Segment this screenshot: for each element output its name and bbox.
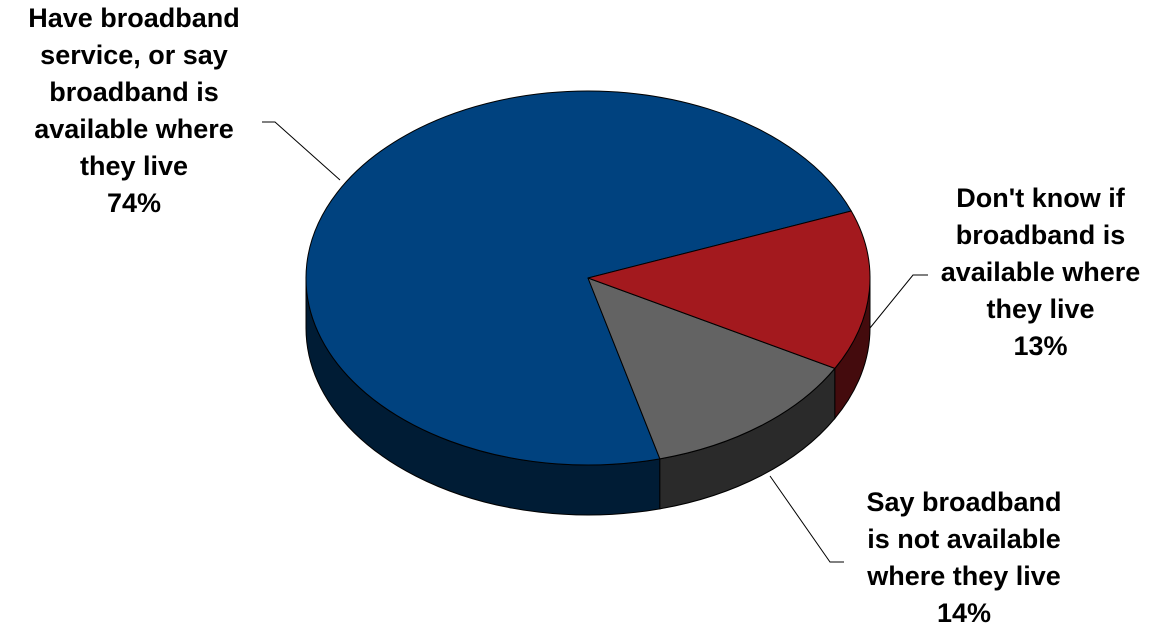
leader-line-not-available bbox=[769, 475, 844, 563]
slice-label-not-available: Say broadband is not available where the… bbox=[866, 487, 1062, 628]
slice-have-broadband bbox=[305, 90, 852, 466]
slice-dont-know bbox=[587, 277, 836, 460]
slice-label-have-broadband: Have broadband service, or say broadband… bbox=[28, 3, 240, 218]
slice-not-available bbox=[587, 210, 871, 369]
leader-line-have-broadband bbox=[262, 121, 341, 181]
slice-label-dont-know: Don't know if broadband is available whe… bbox=[940, 183, 1141, 361]
leader-line-dont-know bbox=[869, 274, 928, 329]
